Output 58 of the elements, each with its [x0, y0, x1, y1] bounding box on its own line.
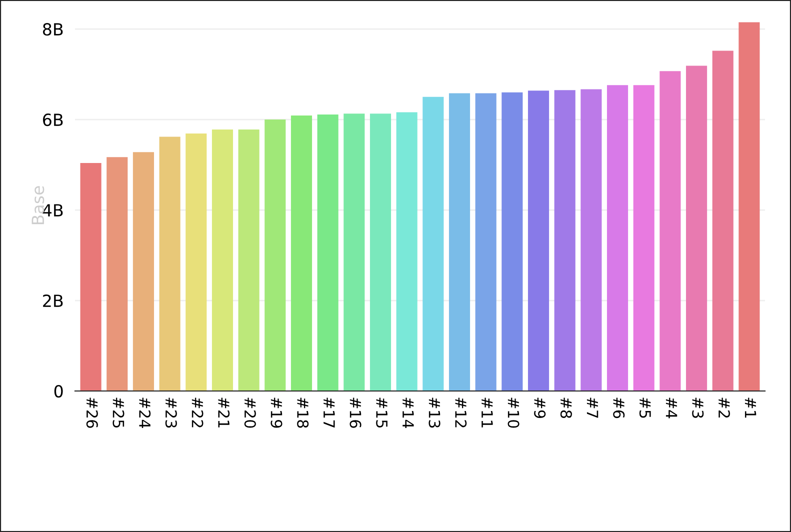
- bar: [475, 93, 496, 391]
- x-tick-label: #5: [639, 398, 651, 418]
- x-tick-label: #16: [350, 398, 362, 428]
- x-tick-label: #24: [139, 398, 151, 428]
- x-tick-label: #2: [718, 398, 730, 418]
- x-tick-label: #4: [666, 398, 678, 418]
- bar: [528, 90, 550, 391]
- x-tick-label: #6: [613, 398, 625, 418]
- x-tick-label: #11: [482, 398, 493, 428]
- x-tick-label: #20: [244, 398, 256, 428]
- x-tick-label: #21: [218, 398, 230, 428]
- x-tick-label: #7: [586, 398, 598, 418]
- bar: [738, 22, 760, 391]
- x-tick-label: #10: [508, 398, 520, 428]
- bar: [238, 129, 260, 391]
- y-tick-label: 8B: [42, 23, 63, 36]
- y-tick-label: 0: [54, 384, 63, 398]
- x-tick-label: #3: [692, 398, 704, 418]
- bar: [264, 120, 286, 391]
- bar: [106, 157, 128, 391]
- x-tick-label: #19: [270, 398, 282, 428]
- bar: [422, 96, 444, 391]
- x-tick-label: #8: [560, 398, 572, 418]
- bar: [633, 85, 654, 391]
- bar: [317, 114, 338, 391]
- y-tick-label: 2B: [43, 294, 63, 307]
- x-tick-label: #15: [376, 398, 388, 428]
- bar: [344, 114, 365, 391]
- bar: [370, 114, 392, 391]
- x-tick-label: #22: [192, 398, 204, 428]
- bar: [686, 66, 708, 391]
- bar: [290, 115, 312, 391]
- bar: [80, 162, 102, 391]
- x-tick-label: #12: [455, 398, 467, 428]
- x-tick-label: #23: [165, 398, 177, 428]
- y-tick-label: 6B: [43, 114, 63, 126]
- bar: [502, 92, 523, 391]
- x-tick-label: #17: [324, 398, 335, 428]
- x-tick-label: #14: [402, 398, 414, 428]
- x-tick-label: #18: [297, 398, 309, 428]
- bar: [159, 136, 180, 391]
- x-tick-label: #13: [428, 398, 440, 428]
- x-tick-label: #26: [86, 398, 98, 428]
- bar: [712, 50, 734, 391]
- bar: [186, 134, 207, 391]
- bar: [606, 85, 628, 391]
- x-tick-label: #1: [744, 398, 756, 418]
- y-tick-label: 4B: [42, 204, 63, 216]
- bar: [212, 129, 234, 391]
- bar: [580, 89, 602, 391]
- x-tick-label: #9: [534, 398, 546, 418]
- bar: [396, 112, 418, 391]
- y-axis-title: Base: [32, 186, 44, 224]
- x-tick-label: #25: [112, 398, 124, 428]
- bar: [554, 90, 576, 391]
- bar: [660, 71, 681, 391]
- bar: [132, 152, 154, 391]
- bar: [448, 93, 470, 391]
